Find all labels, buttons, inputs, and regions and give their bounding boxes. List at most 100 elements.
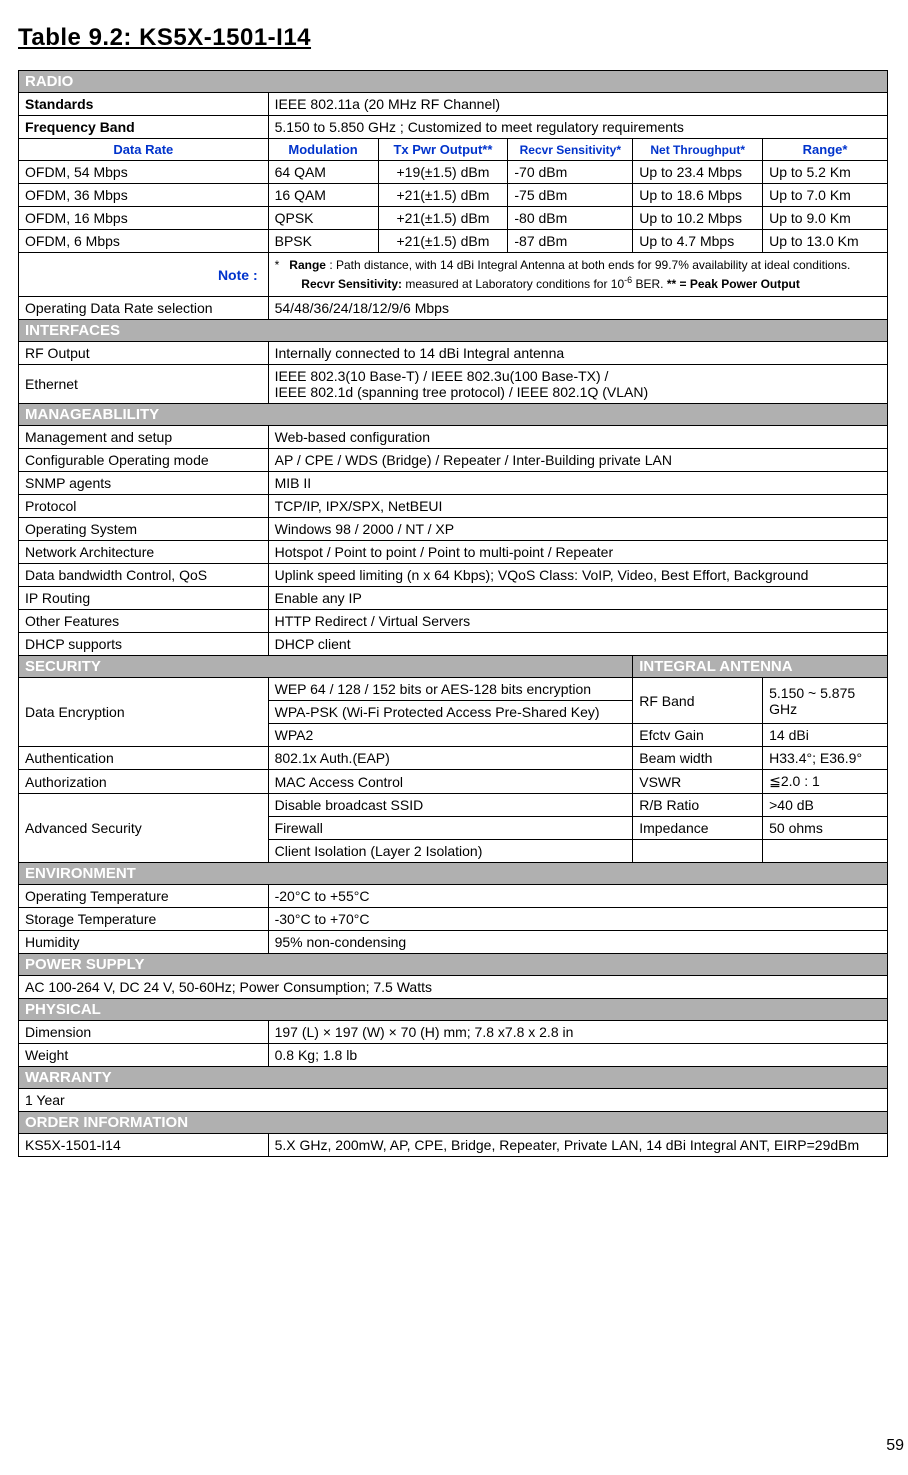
rfband-value: 5.150 ~ 5.875 GHz <box>763 678 888 724</box>
cell: +21(±1.5) dBm <box>378 184 508 207</box>
section-antenna: INTEGRAL ANTENNA <box>633 656 888 678</box>
section-warranty: WARRANTY <box>19 1067 888 1089</box>
note-recvr-text2: BER. <box>632 277 667 291</box>
eth-line2: IEEE 802.1d (spanning tree protocol) / I… <box>275 384 649 400</box>
auth-label: Authentication <box>19 747 269 770</box>
table-row: OFDM, 36 Mbps 16 QAM +21(±1.5) dBm -75 d… <box>19 184 888 207</box>
adv-label: Advanced Security <box>19 794 269 863</box>
standards-label: Standards <box>19 93 269 116</box>
page-number: 59 <box>16 1437 908 1455</box>
cell: Up to 13.0 Km <box>763 230 888 253</box>
note-peak: ** = Peak Power Output <box>667 277 800 291</box>
hdr-net: Net Throughput* <box>633 139 763 161</box>
hdr-recvr: Recvr Sensitivity* <box>508 139 633 161</box>
order-text-a: 5.X GHz, 200mW, <box>275 1137 390 1153</box>
cell: OFDM, 6 Mbps <box>19 230 269 253</box>
cell: Uplink speed limiting (n x 64 Kbps); VQo… <box>268 564 887 587</box>
rf-label: RF Output <box>19 342 269 365</box>
table-row: Storage Temperature-30°C to +70°C <box>19 908 888 931</box>
table-row: OFDM, 54 Mbps 64 QAM +19(±1.5) dBm -70 d… <box>19 161 888 184</box>
note-range-bold: Range <box>289 258 326 272</box>
adv2: Firewall <box>268 817 633 840</box>
adv1: Disable broadcast SSID <box>268 794 633 817</box>
eth-label: Ethernet <box>19 365 269 404</box>
cell: Up to 23.4 Mbps <box>633 161 763 184</box>
hdr-tx: Tx Pwr Output** <box>378 139 508 161</box>
cell: -70 dBm <box>508 161 633 184</box>
section-interfaces: INTERFACES <box>19 320 888 342</box>
cell: Dimension <box>19 1021 269 1044</box>
cell: 16 QAM <box>268 184 378 207</box>
cell: OFDM, 54 Mbps <box>19 161 269 184</box>
rb-value: >40 dB <box>763 794 888 817</box>
table-row: SNMP agentsMIB II <box>19 472 888 495</box>
cell: OFDM, 36 Mbps <box>19 184 269 207</box>
cell: BPSK <box>268 230 378 253</box>
cell: Hotspot / Point to point / Point to mult… <box>268 541 887 564</box>
enc3: WPA2 <box>268 724 633 747</box>
cell: +21(±1.5) dBm <box>378 230 508 253</box>
beam-label: Beam width <box>633 747 763 770</box>
table-row: Dimension197 (L) × 197 (W) × 70 (H) mm; … <box>19 1021 888 1044</box>
table-row: OFDM, 6 Mbps BPSK +21(±1.5) dBm -87 dBm … <box>19 230 888 253</box>
table-row: Humidity95% non-condensing <box>19 931 888 954</box>
cell: Configurable Operating mode <box>19 449 269 472</box>
cell: Up to 9.0 Km <box>763 207 888 230</box>
vswr-value: ≦2.0 : 1 <box>763 770 888 794</box>
table-row: Other FeaturesHTTP Redirect / Virtual Se… <box>19 610 888 633</box>
order-value: 5.X GHz, 200mW, AP, CPE, Bridge, Repeate… <box>268 1134 887 1157</box>
note-label: Note : <box>19 253 269 297</box>
rfband-label: RF Band <box>633 678 763 724</box>
adv3: Client Isolation (Layer 2 Isolation) <box>268 840 633 863</box>
authz-label: Authorization <box>19 770 269 794</box>
oprate-value: 54/48/36/24/18/12/9/6 Mbps <box>268 297 887 320</box>
spec-table: RADIO Standards IEEE 802.11a (20 MHz RF … <box>18 70 888 1157</box>
hdr-mod: Modulation <box>268 139 378 161</box>
cell: Operating Temperature <box>19 885 269 908</box>
note-range-text: : Path distance, with 14 dBi Integral An… <box>326 258 850 272</box>
freq-label: Frequency Band <box>19 116 269 139</box>
table-row: IP RoutingEnable any IP <box>19 587 888 610</box>
warranty-value: 1 Year <box>19 1089 888 1112</box>
cell: -80 dBm <box>508 207 633 230</box>
cell: TCP/IP, IPX/SPX, NetBEUI <box>268 495 887 518</box>
cell: -20°C to +55°C <box>268 885 887 908</box>
beam-value: H33.4°; E36.9° <box>763 747 888 770</box>
imp-label: Impedance <box>633 817 763 840</box>
imp-value: 50 ohms <box>763 817 888 840</box>
enc2: WPA-PSK (Wi-Fi Protected Access Pre-Shar… <box>268 701 633 724</box>
auth-value: 802.1x Auth.(EAP) <box>268 747 633 770</box>
cell: AP / CPE / WDS (Bridge) / Repeater / Int… <box>268 449 887 472</box>
cell: OFDM, 16 Mbps <box>19 207 269 230</box>
cell: Humidity <box>19 931 269 954</box>
cell: Storage Temperature <box>19 908 269 931</box>
cell: HTTP Redirect / Virtual Servers <box>268 610 887 633</box>
cell: DHCP supports <box>19 633 269 656</box>
eth-line1: IEEE 802.3(10 Base-T) / IEEE 802.3u(100 … <box>275 368 609 384</box>
cell: Up to 7.0 Km <box>763 184 888 207</box>
table-row: Management and setupWeb-based configurat… <box>19 426 888 449</box>
cell: Network Architecture <box>19 541 269 564</box>
cell: Up to 4.7 Mbps <box>633 230 763 253</box>
cell: -75 dBm <box>508 184 633 207</box>
section-radio: RADIO <box>19 71 888 93</box>
order-label: KS5X-1501-I14 <box>19 1134 269 1157</box>
cell: -30°C to +70°C <box>268 908 887 931</box>
cell: QPSK <box>268 207 378 230</box>
order-text-c: , 14 dBi Integral ANT, EIRP=29dBm <box>639 1137 860 1153</box>
note-recvr-text: measured at Laboratory conditions for 10 <box>402 277 624 291</box>
vswr-label: VSWR <box>633 770 763 794</box>
section-env: ENVIRONMENT <box>19 863 888 885</box>
enc-label: Data Encryption <box>19 678 269 747</box>
enc1: WEP 64 / 128 / 152 bits or AES-128 bits … <box>268 678 633 701</box>
cell: 64 QAM <box>268 161 378 184</box>
cell: Data bandwidth Control, QoS <box>19 564 269 587</box>
note-recvr-bold: Recvr Sensitivity: <box>301 277 402 291</box>
gain-value: 14 dBi <box>763 724 888 747</box>
empty-cell <box>763 840 888 863</box>
table-row: ProtocolTCP/IP, IPX/SPX, NetBEUI <box>19 495 888 518</box>
cell: Management and setup <box>19 426 269 449</box>
section-manage: MANAGEABLILITY <box>19 404 888 426</box>
section-security: SECURITY <box>19 656 633 678</box>
cell: +21(±1.5) dBm <box>378 207 508 230</box>
